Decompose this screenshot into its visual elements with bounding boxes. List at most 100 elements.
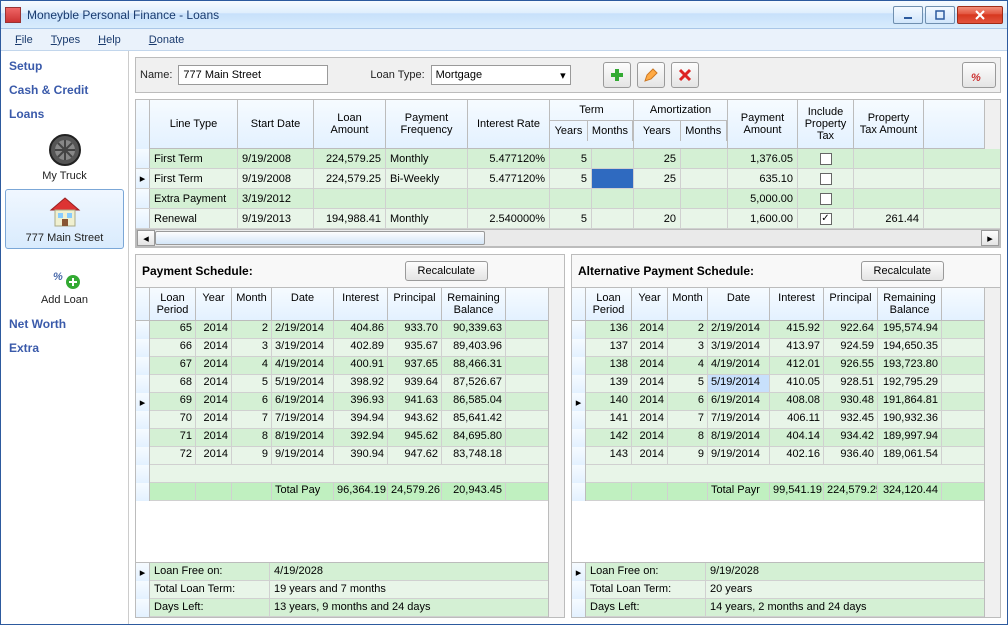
summary-label: Loan Free on:	[586, 563, 706, 580]
col-term-years[interactable]: Years	[550, 121, 588, 141]
table-row[interactable]: 138201444/19/2014412.01926.55193,723.80	[572, 357, 984, 375]
row-marker	[572, 429, 586, 447]
row-marker	[136, 189, 150, 208]
row-marker: ▸	[136, 393, 150, 411]
loantype-combo[interactable]: Mortgage ▾	[431, 65, 571, 85]
row-marker	[572, 411, 586, 429]
table-row[interactable]: ▸69201466/19/2014396.93941.6386,585.04	[136, 393, 548, 411]
menu-donate[interactable]: Donate	[141, 32, 192, 48]
vscroll[interactable]	[984, 288, 1000, 617]
table-row[interactable]: Extra Payment3/19/20125,000.00	[136, 189, 1000, 209]
row-marker	[136, 447, 150, 465]
row-marker: ▸	[136, 169, 150, 188]
summary-label: Days Left:	[150, 599, 270, 616]
col-linetype[interactable]: Line Type	[150, 100, 238, 148]
col-loanamount[interactable]: Loan Amount	[314, 100, 386, 148]
sidebar-item-label: My Truck	[42, 170, 87, 182]
checkbox[interactable]	[820, 173, 832, 185]
app-window: Moneyble Personal Finance - Loans File T…	[0, 0, 1008, 625]
summary-value: 13 years, 9 months and 24 days	[270, 599, 548, 616]
scroll-right-icon[interactable]: ▸	[981, 230, 999, 246]
table-row[interactable]: 65201422/19/2014404.86933.7090,339.63	[136, 321, 548, 339]
table-row[interactable]: 70201477/19/2014394.94943.6285,641.42	[136, 411, 548, 429]
loan-terms-grid: Line Type Start Date Loan Amount Payment…	[135, 99, 1001, 248]
svg-text:%: %	[53, 271, 63, 283]
col-taxamount[interactable]: Property Tax Amount	[854, 100, 924, 148]
col-amort-months[interactable]: Months	[681, 121, 728, 141]
recalculate-button[interactable]: Recalculate	[405, 261, 488, 281]
col-amort-years[interactable]: Years	[634, 121, 681, 141]
sidebar-item-addloan[interactable]: % Add Loan	[5, 251, 124, 311]
vscroll[interactable]	[984, 100, 1000, 149]
table-row[interactable]: First Term9/19/2008224,579.25Monthly5.47…	[136, 149, 1000, 169]
table-row[interactable]: 72201499/19/2014390.94947.6283,748.18	[136, 447, 548, 465]
table-row[interactable]: Renewal9/19/2013194,988.41Monthly2.54000…	[136, 209, 1000, 229]
sidebar-loans[interactable]: Loans	[5, 103, 124, 125]
titlebar: Moneyble Personal Finance - Loans	[1, 1, 1007, 29]
col-amort[interactable]: Amortization	[634, 100, 727, 121]
table-row[interactable]: ▸First Term9/19/2008224,579.25Bi-Weekly5…	[136, 169, 1000, 189]
close-button[interactable]	[957, 6, 1003, 24]
sidebar-item-mytruck[interactable]: My Truck	[5, 127, 124, 187]
col-term[interactable]: Term	[550, 100, 633, 121]
row-marker	[136, 339, 150, 357]
percent-button[interactable]: %	[962, 62, 996, 88]
table-row[interactable]: 66201433/19/2014402.89935.6789,403.96	[136, 339, 548, 357]
table-row[interactable]: 71201488/19/2014392.94945.6284,695.80	[136, 429, 548, 447]
row-marker	[572, 321, 586, 339]
add-button[interactable]	[603, 62, 631, 88]
row-marker	[136, 321, 150, 339]
hscroll[interactable]: ◂ ▸	[136, 229, 1000, 247]
col-term-months[interactable]: Months	[588, 121, 633, 141]
menu-file[interactable]: File	[7, 32, 41, 48]
row-marker	[136, 357, 150, 375]
table-row[interactable]: 67201444/19/2014400.91937.6588,466.31	[136, 357, 548, 375]
window-title: Moneyble Personal Finance - Loans	[27, 8, 893, 22]
row-marker	[136, 149, 150, 168]
name-input[interactable]	[178, 65, 328, 85]
table-row[interactable]: 143201499/19/2014402.16936.40189,061.54	[572, 447, 984, 465]
col-incltax[interactable]: Include Property Tax	[798, 100, 854, 148]
checkbox[interactable]	[820, 153, 832, 165]
summary-label: Loan Free on:	[150, 563, 270, 580]
checkbox[interactable]	[820, 193, 832, 205]
recalculate-button[interactable]: Recalculate	[861, 261, 944, 281]
vscroll[interactable]	[548, 288, 564, 617]
col-payamount[interactable]: Payment Amount	[728, 100, 798, 148]
schedule-title: Payment Schedule:	[142, 264, 253, 278]
delete-button[interactable]	[671, 62, 699, 88]
sidebar-item-mainstreet[interactable]: 777 Main Street	[5, 189, 124, 249]
sidebar-cash-credit[interactable]: Cash & Credit	[5, 79, 124, 101]
checkbox[interactable]	[820, 213, 832, 225]
menu-types[interactable]: Types	[43, 32, 88, 48]
sidebar-setup[interactable]: Setup	[5, 55, 124, 77]
summary-value: 20 years	[706, 581, 984, 598]
row-marker	[572, 375, 586, 393]
sidebar-extra[interactable]: Extra	[5, 337, 124, 359]
table-row[interactable]: 141201477/19/2014406.11932.45190,932.36	[572, 411, 984, 429]
app-icon	[5, 7, 21, 23]
table-row[interactable]: ▸140201466/19/2014408.08930.48191,864.81	[572, 393, 984, 411]
edit-button[interactable]	[637, 62, 665, 88]
sidebar-networth[interactable]: Net Worth	[5, 313, 124, 335]
table-row[interactable]: 68201455/19/2014398.92939.6487,526.67	[136, 375, 548, 393]
col-payfreq[interactable]: Payment Frequency	[386, 100, 468, 148]
sidebar-item-label: Add Loan	[41, 294, 88, 306]
col-interest[interactable]: Interest Rate	[468, 100, 550, 148]
menu-help[interactable]: Help	[90, 32, 129, 48]
table-row[interactable]: 139201455/19/2014410.05928.51192,795.29	[572, 375, 984, 393]
col-startdate[interactable]: Start Date	[238, 100, 314, 148]
table-row[interactable]: 142201488/19/2014404.14934.42189,997.94	[572, 429, 984, 447]
loan-form-row: Name: Loan Type: Mortgage ▾ %	[135, 57, 1001, 93]
maximize-button[interactable]	[925, 6, 955, 24]
table-row[interactable]: 137201433/19/2014413.97924.59194,650.35	[572, 339, 984, 357]
row-marker	[136, 375, 150, 393]
schedule-header: Loan Period Year Month Date Interest Pri…	[572, 288, 984, 321]
minimize-button[interactable]	[893, 6, 923, 24]
scroll-thumb[interactable]	[155, 231, 485, 245]
summary-label: Total Loan Term:	[586, 581, 706, 598]
scroll-left-icon[interactable]: ◂	[137, 230, 155, 246]
menubar: File Types Help Donate	[1, 29, 1007, 51]
table-row[interactable]: 136201422/19/2014415.92922.64195,574.94	[572, 321, 984, 339]
payment-schedule: Payment Schedule: Recalculate Loan Perio…	[135, 254, 565, 618]
